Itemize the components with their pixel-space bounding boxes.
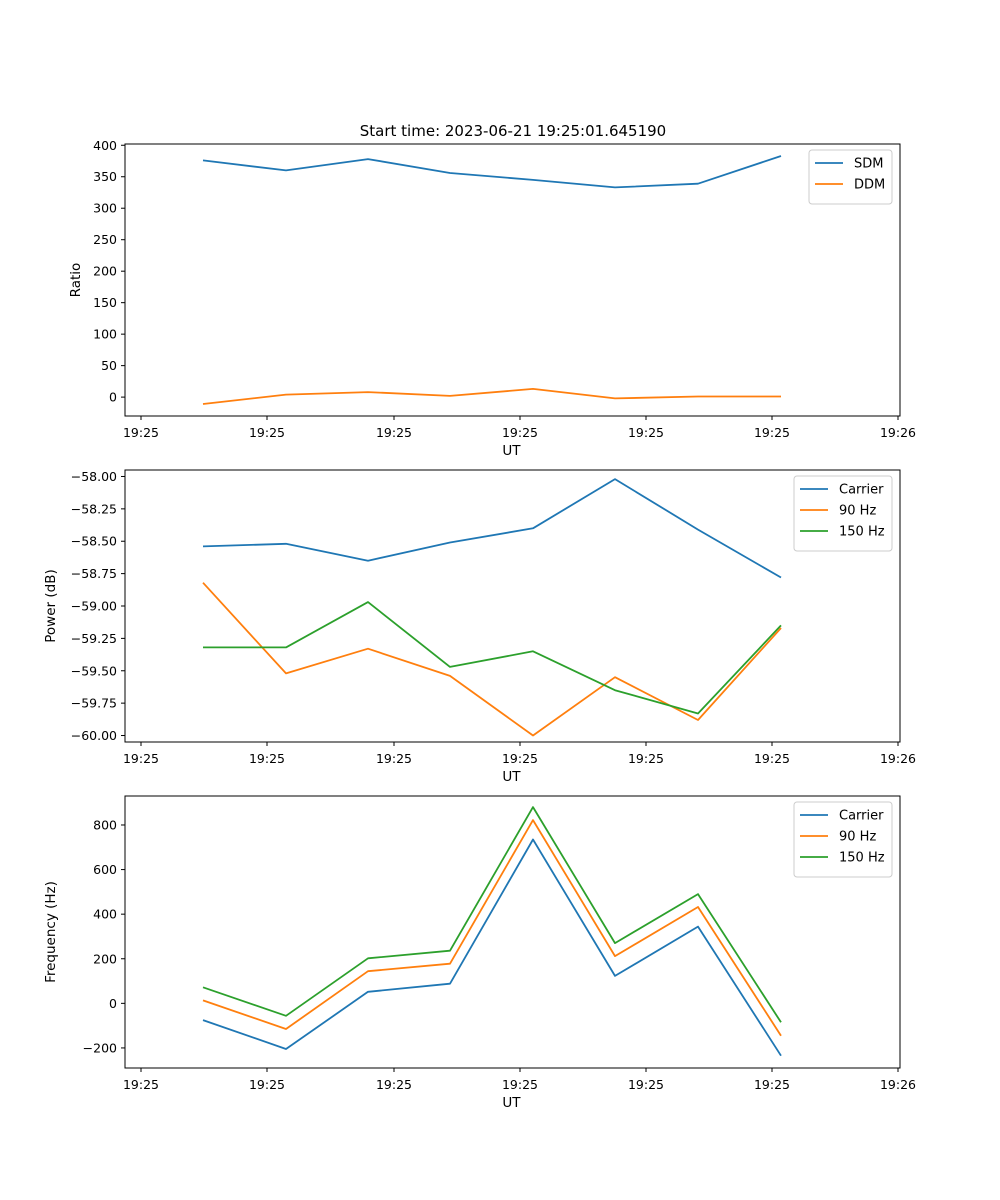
- subplot-2: −60.00 −59.75 −59.50 −59.25 −59.00 −58.75 −58.…: [43, 469, 916, 785]
- legend-label: Carrier: [839, 483, 884, 498]
- y-tick-label: −59.00: [71, 599, 117, 614]
- y-axis-label: Frequency (Hz): [43, 881, 59, 983]
- series-line-150-hz: [202, 806, 782, 1023]
- y-axis-label: Power (dB): [43, 569, 59, 642]
- series-line-ddm: [202, 387, 781, 405]
- legend-label: 90 Hz: [839, 504, 876, 519]
- legend: SDM DDM: [808, 149, 893, 205]
- y-tick-label: 0: [109, 390, 117, 405]
- y-tick-label: −58.00: [71, 469, 117, 484]
- x-tick-label: 19:25: [502, 751, 538, 766]
- series-line-carrier: [202, 838, 782, 1057]
- x-tick-label: 19:26: [880, 751, 916, 766]
- y-tick-label: −59.75: [71, 696, 117, 711]
- x-tick-label: 19:25: [754, 1077, 790, 1092]
- figure-title: Start time: 2023-06-21 19:25:01.645190: [360, 122, 666, 140]
- legend: Carrier 90 Hz 150 Hz: [793, 475, 893, 552]
- series-line-90-hz: [202, 582, 782, 737]
- y-tick-label: 600: [93, 862, 117, 877]
- x-tick-label: 19:25: [376, 751, 412, 766]
- legend-label: Carrier: [839, 809, 884, 824]
- x-tick-label: 19:25: [376, 425, 412, 440]
- x-tick-label: 19:25: [754, 751, 790, 766]
- y-axis-label: Ratio: [68, 263, 84, 298]
- x-tick-label: 19:25: [628, 751, 664, 766]
- y-tick-label: 250: [93, 232, 117, 247]
- y-tick-label: 0: [109, 996, 117, 1011]
- subplot-1: 0 50 100 150 200 250 300 350 400 19:25 19:25 19:25 1…: [68, 138, 916, 459]
- legend-frame: [793, 475, 893, 552]
- y-tick-label: −200: [83, 1040, 117, 1055]
- series-line-sdm: [202, 155, 782, 189]
- x-tick-label: 19:25: [628, 1077, 664, 1092]
- y-tick-label: 100: [93, 327, 117, 342]
- subplots: 0 50 100 150 200 250 300 350 400 19:25 19:25 19:25 1…: [43, 138, 916, 1111]
- x-tick-label: 19:26: [880, 425, 916, 440]
- y-tick-label: −59.50: [71, 663, 117, 678]
- x-tick-label: 19:25: [249, 751, 285, 766]
- series-line-carrier: [202, 478, 782, 579]
- x-tick-label: 19:25: [123, 751, 159, 766]
- y-tick-label: 150: [93, 295, 117, 310]
- x-axis-label: UT: [502, 769, 521, 785]
- x-tick-label: 19:25: [123, 425, 159, 440]
- legend-label: 90 Hz: [839, 830, 876, 845]
- y-tick-label: 300: [93, 201, 117, 216]
- x-tick-label: 19:25: [123, 1077, 159, 1092]
- x-tick-label: 19:26: [880, 1077, 916, 1092]
- y-tick-label: −58.75: [71, 566, 117, 581]
- series-line-150-hz: [203, 601, 782, 715]
- x-tick-label: 19:25: [249, 1077, 285, 1092]
- legend: Carrier 90 Hz 150 Hz: [793, 801, 893, 878]
- y-tick-label: 400: [93, 138, 117, 153]
- y-tick-label: 800: [93, 817, 117, 832]
- x-tick-label: 19:25: [628, 425, 664, 440]
- series-line-90-hz: [202, 819, 782, 1037]
- y-tick-label: 200: [93, 264, 117, 279]
- y-tick-label: 400: [93, 907, 117, 922]
- legend-frame: [793, 801, 893, 878]
- x-tick-label: 19:25: [754, 425, 790, 440]
- x-tick-label: 19:25: [376, 1077, 412, 1092]
- subplot-3: −200 0 200 400 600 800 19:25 19:25 19:25 19:25 19:…: [43, 795, 916, 1111]
- y-tick-label: 200: [93, 951, 117, 966]
- y-tick-label: −59.25: [71, 631, 117, 646]
- y-tick-label: 50: [101, 358, 117, 373]
- legend-label: DDM: [854, 178, 885, 193]
- y-tick-label: −58.25: [71, 501, 117, 516]
- x-tick-label: 19:25: [249, 425, 285, 440]
- x-axis-label: UT: [502, 1095, 521, 1111]
- x-tick-label: 19:25: [502, 1077, 538, 1092]
- legend-label: SDM: [854, 157, 883, 172]
- x-axis-label: UT: [502, 443, 521, 459]
- legend-label: 150 Hz: [839, 851, 885, 866]
- y-tick-label: −60.00: [71, 728, 117, 743]
- axes-frame: [124, 795, 901, 1069]
- y-tick-label: 350: [93, 169, 117, 184]
- x-tick-label: 19:25: [502, 425, 538, 440]
- y-tick-label: −58.50: [71, 534, 117, 549]
- legend-label: 150 Hz: [839, 525, 885, 540]
- axes-frame: [124, 143, 901, 417]
